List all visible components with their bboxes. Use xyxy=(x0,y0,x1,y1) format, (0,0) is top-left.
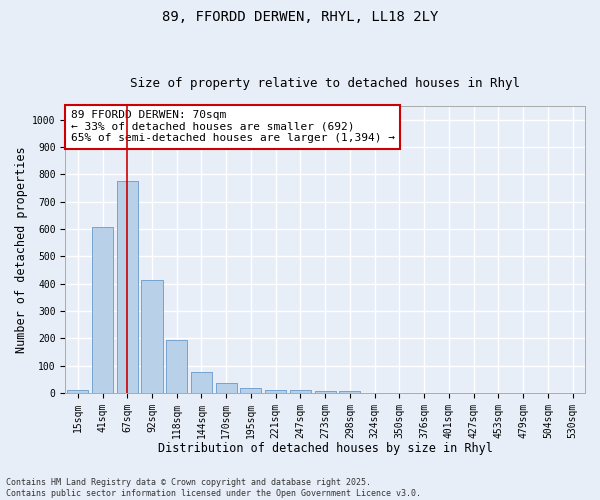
Text: Contains HM Land Registry data © Crown copyright and database right 2025.
Contai: Contains HM Land Registry data © Crown c… xyxy=(6,478,421,498)
Bar xyxy=(241,388,262,393)
Text: 89 FFORDD DERWEN: 70sqm
← 33% of detached houses are smaller (692)
65% of semi-d: 89 FFORDD DERWEN: 70sqm ← 33% of detache… xyxy=(71,110,395,144)
Title: Size of property relative to detached houses in Rhyl: Size of property relative to detached ho… xyxy=(130,76,520,90)
Text: 89, FFORDD DERWEN, RHYL, LL18 2LY: 89, FFORDD DERWEN, RHYL, LL18 2LY xyxy=(162,10,438,24)
X-axis label: Distribution of detached houses by size in Rhyl: Distribution of detached houses by size … xyxy=(158,442,493,455)
Bar xyxy=(290,390,311,393)
Y-axis label: Number of detached properties: Number of detached properties xyxy=(15,146,28,352)
Bar xyxy=(265,390,286,393)
Bar xyxy=(166,340,187,393)
Bar xyxy=(67,390,88,393)
Bar xyxy=(216,384,237,393)
Bar xyxy=(117,181,138,393)
Bar xyxy=(340,392,361,393)
Bar xyxy=(142,280,163,393)
Bar xyxy=(314,390,336,393)
Bar xyxy=(92,227,113,393)
Bar xyxy=(191,372,212,393)
